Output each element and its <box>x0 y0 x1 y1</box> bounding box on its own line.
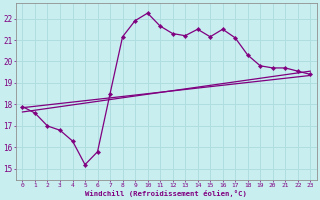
X-axis label: Windchill (Refroidissement éolien,°C): Windchill (Refroidissement éolien,°C) <box>85 190 247 197</box>
